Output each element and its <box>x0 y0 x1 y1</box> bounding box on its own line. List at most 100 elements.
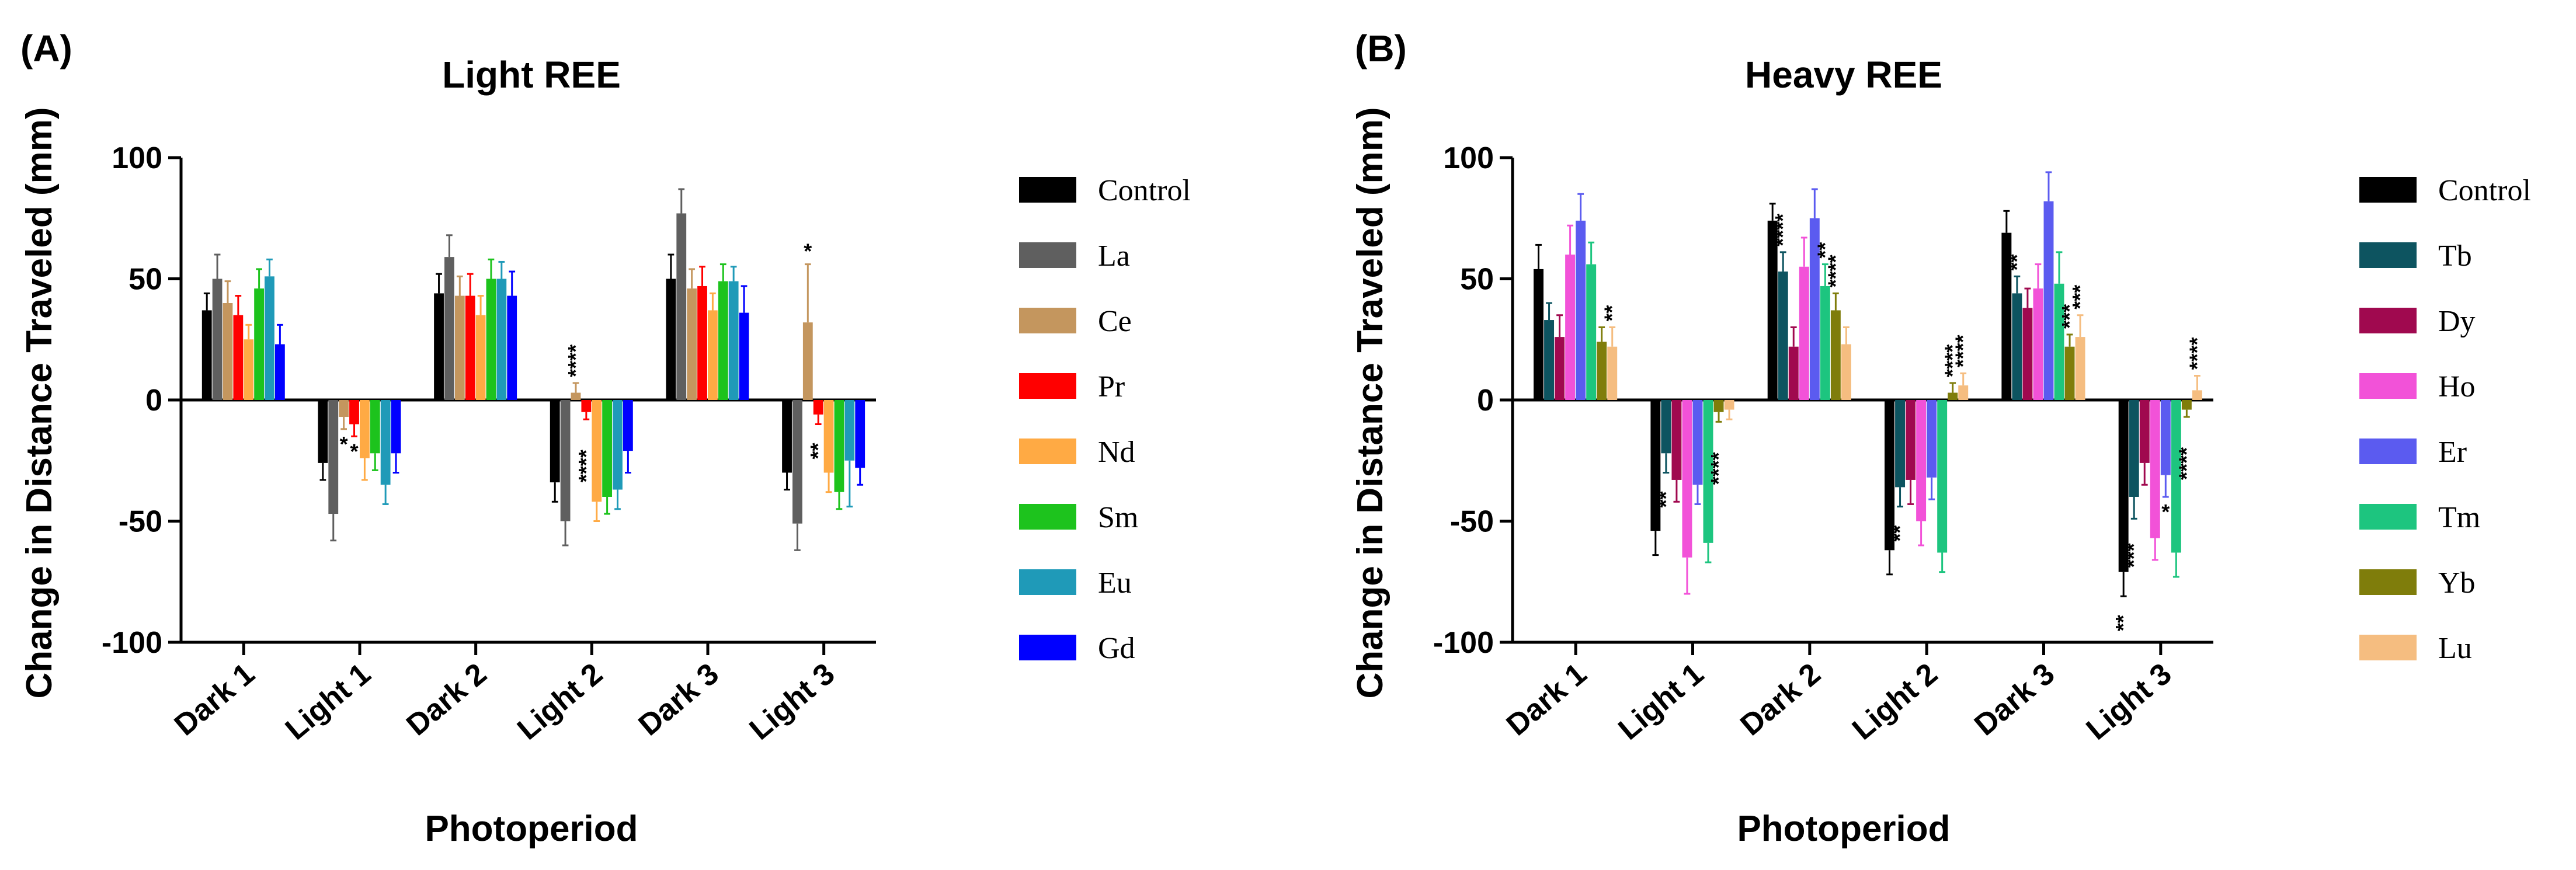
bar <box>1713 400 1724 412</box>
bar <box>1841 344 1851 400</box>
bar <box>2192 390 2202 400</box>
y-axis-title: Change in Distance Traveled (mm) <box>1350 107 1390 699</box>
x-axis-title: Photoperiod <box>425 809 638 849</box>
bar <box>212 279 223 400</box>
bar <box>1830 310 1841 400</box>
significance-label: **** <box>2174 447 2198 480</box>
chart-title: Heavy REE <box>1745 54 1942 96</box>
legend-swatch <box>2359 569 2417 595</box>
bar <box>318 400 328 463</box>
bar <box>2075 337 2085 400</box>
bar <box>2118 400 2129 572</box>
legend-label: Ho <box>2438 370 2476 403</box>
bar <box>2054 283 2064 400</box>
bar <box>2012 293 2022 400</box>
legend-swatch <box>2359 177 2417 203</box>
bar <box>1692 400 1703 485</box>
x-category-label: Dark 2 <box>400 657 493 743</box>
bar <box>2150 400 2160 538</box>
significance-label: **** <box>1823 255 1847 287</box>
chart-title: Light REE <box>442 54 621 96</box>
bar <box>1885 400 1894 551</box>
bar <box>2022 308 2033 400</box>
significance-label: * <box>2161 500 2170 524</box>
y-tick-label: 0 <box>145 384 162 417</box>
x-category-label: Dark 1 <box>168 657 261 743</box>
bar <box>233 315 244 400</box>
bar <box>834 400 844 492</box>
legend-label: Nd <box>1098 436 1135 469</box>
bar <box>571 392 581 400</box>
bar <box>1767 220 1778 400</box>
bar <box>802 322 813 400</box>
bar <box>1958 385 1969 400</box>
significance-label: ** <box>2005 254 2029 270</box>
x-category-label: Light 2 <box>1846 657 1944 747</box>
legend-swatch <box>1019 504 1076 530</box>
bar <box>1661 400 1671 454</box>
bar <box>1534 269 1543 400</box>
bar <box>391 400 401 454</box>
y-tick-label: -100 <box>1433 626 1494 660</box>
x-category-label: Dark 3 <box>632 657 725 743</box>
bar <box>1809 218 1820 400</box>
significance-label: **** <box>2185 337 2209 370</box>
bar <box>1607 346 1618 400</box>
legend-swatch <box>2359 439 2417 464</box>
bar <box>1937 400 1948 553</box>
y-tick-label: 50 <box>1460 263 1494 297</box>
bar <box>444 257 454 400</box>
x-category-label: Dark 1 <box>1500 657 1593 743</box>
bar <box>1916 400 1927 521</box>
bar <box>1586 264 1597 400</box>
bar <box>666 279 676 400</box>
y-tick-label: -50 <box>1450 505 1494 539</box>
legend: Control La Ce Pr Nd Sm Eu Gd <box>1019 174 1191 665</box>
legend-swatch <box>2359 635 2417 660</box>
bar <box>496 279 507 400</box>
x-category-label: Light 1 <box>279 657 377 747</box>
significance-label: *** <box>2068 285 2092 309</box>
bar <box>380 400 391 485</box>
significance-label: **** <box>564 344 587 377</box>
bar <box>2171 400 2181 553</box>
bar <box>2064 346 2075 400</box>
bar <box>708 310 718 400</box>
y-tick-label: 100 <box>1443 141 1494 175</box>
legend-label: Tm <box>2438 501 2480 534</box>
bar <box>1597 342 1607 400</box>
bar <box>623 400 633 451</box>
bar <box>465 295 475 400</box>
bar <box>1948 392 1958 400</box>
y-tick-label: 50 <box>128 263 162 297</box>
y-tick-label: -50 <box>119 505 162 539</box>
bar <box>274 344 285 400</box>
bar <box>265 276 274 400</box>
significance-label: ** <box>806 443 830 459</box>
legend-label: Dy <box>2438 305 2476 338</box>
bar <box>687 288 697 400</box>
significance-label: **** <box>1941 344 1965 377</box>
significance-label: **** <box>1706 452 1730 485</box>
bar <box>782 400 792 473</box>
bar <box>728 281 739 400</box>
significance-label: ** <box>1813 242 1837 259</box>
significance-label: **** <box>574 450 598 482</box>
bar <box>2033 288 2043 400</box>
legend: Control Tb Dy Ho Er Tm Yb Lu <box>2359 174 2531 665</box>
bar <box>1576 220 1586 400</box>
x-category-label: Dark 3 <box>1968 657 2061 743</box>
significance-label: *** <box>2057 304 2081 329</box>
legend-label: Er <box>2438 436 2467 469</box>
bar <box>1724 400 1734 410</box>
chart-panel-b: (B) Heavy REE Change in Distance Traveled … <box>1350 27 2531 849</box>
significance-label: * <box>350 439 359 463</box>
bar <box>844 400 855 461</box>
bar <box>613 400 623 490</box>
bar <box>581 400 592 412</box>
panel-label: (A) <box>20 27 72 69</box>
chart-panel-a: (A) Light REE Change in Distance Traveled … <box>19 27 1191 849</box>
bar <box>1565 255 1576 400</box>
bar <box>1927 400 1937 478</box>
